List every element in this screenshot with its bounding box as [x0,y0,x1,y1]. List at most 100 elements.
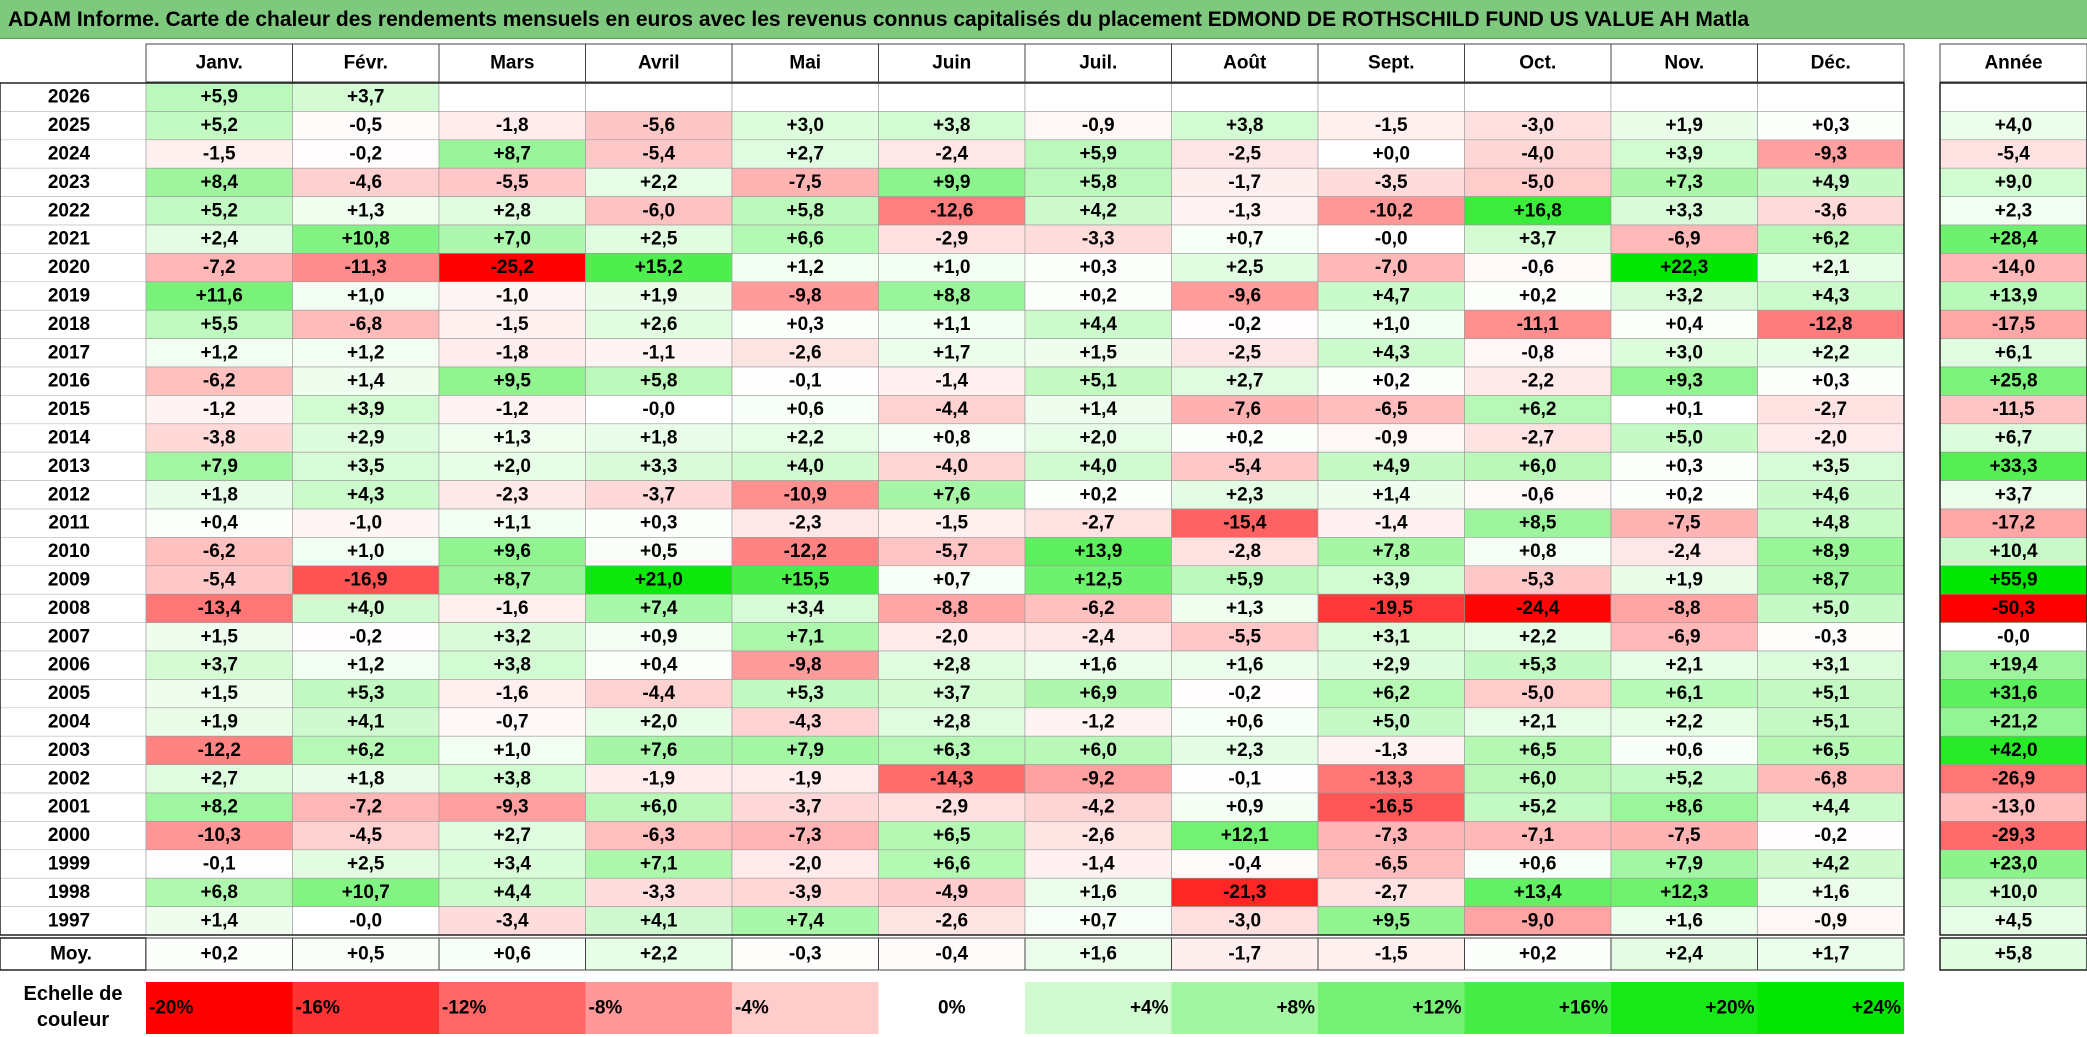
cell-value: -7,6 [1228,399,1261,420]
cell-value: +8,8 [933,286,971,307]
annual-value: -29,3 [1992,825,2035,846]
cell-value: -9,8 [789,655,822,676]
heatmap-cell [1317,906,1465,936]
year-label: 1999 [48,854,90,875]
heatmap-cell [438,139,586,169]
cell-value: +8,7 [493,570,531,591]
heatmap-cell [1464,537,1612,567]
cell-value: +6,5 [1812,740,1850,761]
heatmap-cell [878,735,1026,765]
cell-value: -3,5 [1375,172,1408,193]
heatmap-cell [1317,764,1465,794]
heatmap-cell [1317,224,1465,254]
cell-value: +4,8 [1812,513,1850,534]
cell-value: +0,6 [786,399,824,420]
cell-value: +2,0 [640,712,678,733]
heatmap-cell [1024,508,1172,538]
heatmap-cell [1610,622,1758,652]
heatmap-cell [878,451,1026,481]
cell-value: +4,0 [786,456,824,477]
heatmap-cell [731,764,879,794]
heatmap-cell [145,451,293,481]
cell-value: +4,7 [1372,286,1410,307]
cell-value: -2,6 [789,342,822,363]
cell-value: +3,8 [933,115,971,136]
heatmap-cell [731,224,879,254]
heatmap-cell [438,423,586,453]
cell-value: +1,2 [786,257,824,278]
heatmap-cell [1464,111,1612,141]
cell-value: -1,5 [496,314,529,335]
cell-value: +3,2 [1665,286,1703,307]
heatmap-cell [292,309,440,339]
cell-value: +2,6 [640,314,678,335]
cell-value: -1,0 [349,513,382,534]
cell-value: +22,3 [1660,257,1708,278]
cell-value: -0,7 [496,712,529,733]
heatmap-cell [1317,821,1465,851]
cell-value: +4,9 [1372,456,1410,477]
cell-value: -5,4 [1228,456,1261,477]
heatmap-cell [878,877,1026,907]
year-label: 2014 [48,428,91,449]
cell-value: +10,8 [342,229,390,250]
cell-value: +6,6 [786,229,824,250]
cell-value: -3,8 [203,428,236,449]
heatmap-cell [731,537,879,567]
cell-value: -10,3 [198,825,241,846]
heatmap-cell [1317,565,1465,595]
heatmap-cell [438,480,586,510]
cell-value: -2,4 [1668,541,1701,562]
heatmap-cell [585,508,733,538]
heatmap-cell [1317,480,1465,510]
cell-value: +0,2 [1079,484,1117,505]
heatmap-cell [1317,679,1465,709]
heatmap-cell [585,650,733,680]
scale-label-value: 0% [938,998,966,1019]
cell-value: +0,3 [1812,371,1850,392]
heatmap-cell [1610,139,1758,169]
heatmap-cell [145,679,293,709]
heatmap-cell [438,395,586,425]
heatmap-cell [731,565,879,595]
cell-value: +4,4 [1079,314,1117,335]
heatmap-cell [145,565,293,595]
cell-value: +5,8 [1079,172,1117,193]
cell-value: +1,1 [493,513,531,534]
year-label-cell [0,821,147,851]
heatmap-cell [1610,309,1758,339]
year-label: 2004 [48,712,91,733]
cell-value: +1,6 [1079,655,1117,676]
cell-value: +1,7 [933,342,971,363]
cell-value: -10,9 [784,484,827,505]
cell-value: -6,9 [1668,229,1701,250]
cell-value: -0,2 [349,626,382,647]
year-label: 2007 [48,626,90,647]
cell-value: -7,1 [1521,825,1554,846]
year-label: 2022 [48,200,90,221]
cell-value: +2,8 [933,712,971,733]
cell-value: +1,8 [640,428,678,449]
heatmap-cell [585,224,733,254]
annual-value: -50,3 [1992,598,2035,619]
cell-value: -1,8 [496,342,529,363]
heatmap-cell [731,650,879,680]
heatmap-cell [585,139,733,169]
heatmap-cell [145,196,293,226]
heatmap-cell [1464,821,1612,851]
cell-value: +9,5 [1372,910,1410,931]
year-label: 2001 [48,797,91,818]
heatmap-cell [585,906,733,936]
cell-value: -1,2 [496,399,529,420]
cell-value: -3,7 [789,797,822,818]
heatmap-cell [1757,565,1905,595]
year-header-label: Année [1984,53,2042,74]
cell-value: -4,2 [1082,797,1115,818]
heatmap-cell [1464,395,1612,425]
cell-value: -25,2 [491,257,534,278]
cell-value: +2,5 [640,229,678,250]
cell-value: +5,9 [1226,570,1264,591]
cell-value: +16,8 [1514,200,1562,221]
annual-cell [1939,111,2087,141]
cell-value: +4,4 [1812,797,1850,818]
